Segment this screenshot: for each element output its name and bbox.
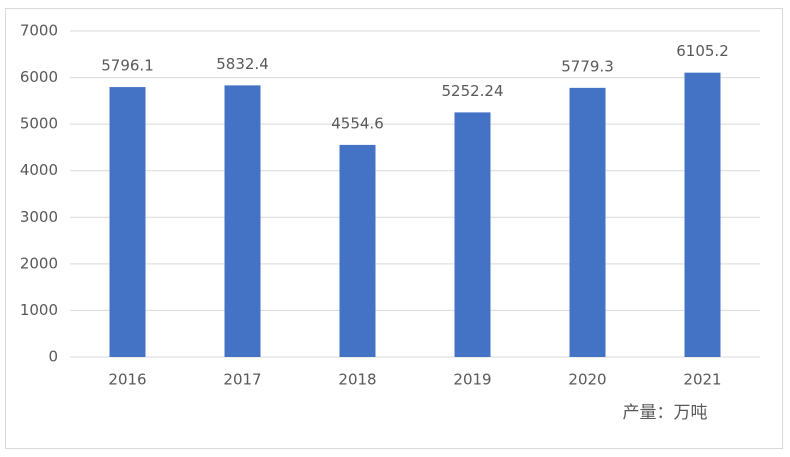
y-tick-label: 3000 (20, 208, 58, 226)
y-tick-label: 2000 (20, 254, 58, 272)
bar (339, 144, 376, 357)
y-tick-label: 4000 (20, 161, 58, 179)
x-tick-label: 2018 (338, 371, 376, 389)
y-tick-label: 7000 (20, 22, 58, 40)
annotation: 产量：万吨 (623, 403, 708, 423)
x-tick-label: 2021 (683, 371, 721, 389)
y-tick-label: 5000 (20, 115, 58, 133)
bar (224, 85, 261, 357)
x-tick-label: 2019 (453, 371, 491, 389)
data-label: 5252.24 (441, 82, 503, 100)
bar (684, 72, 721, 357)
y-tick-label: 1000 (20, 301, 58, 319)
bar (569, 87, 606, 358)
y-tick-label: 6000 (20, 68, 58, 86)
bar (454, 112, 491, 357)
data-label: 4554.6 (331, 114, 384, 132)
data-label: 6105.2 (676, 42, 729, 60)
x-tick-label: 2017 (223, 371, 261, 389)
bar (109, 87, 146, 357)
x-tick-label: 2020 (568, 371, 606, 389)
y-tick-label: 0 (48, 348, 58, 366)
data-label: 5779.3 (561, 57, 614, 75)
data-label: 5832.4 (216, 55, 269, 73)
x-tick-label: 2016 (108, 371, 146, 389)
data-label: 5796.1 (101, 57, 154, 75)
